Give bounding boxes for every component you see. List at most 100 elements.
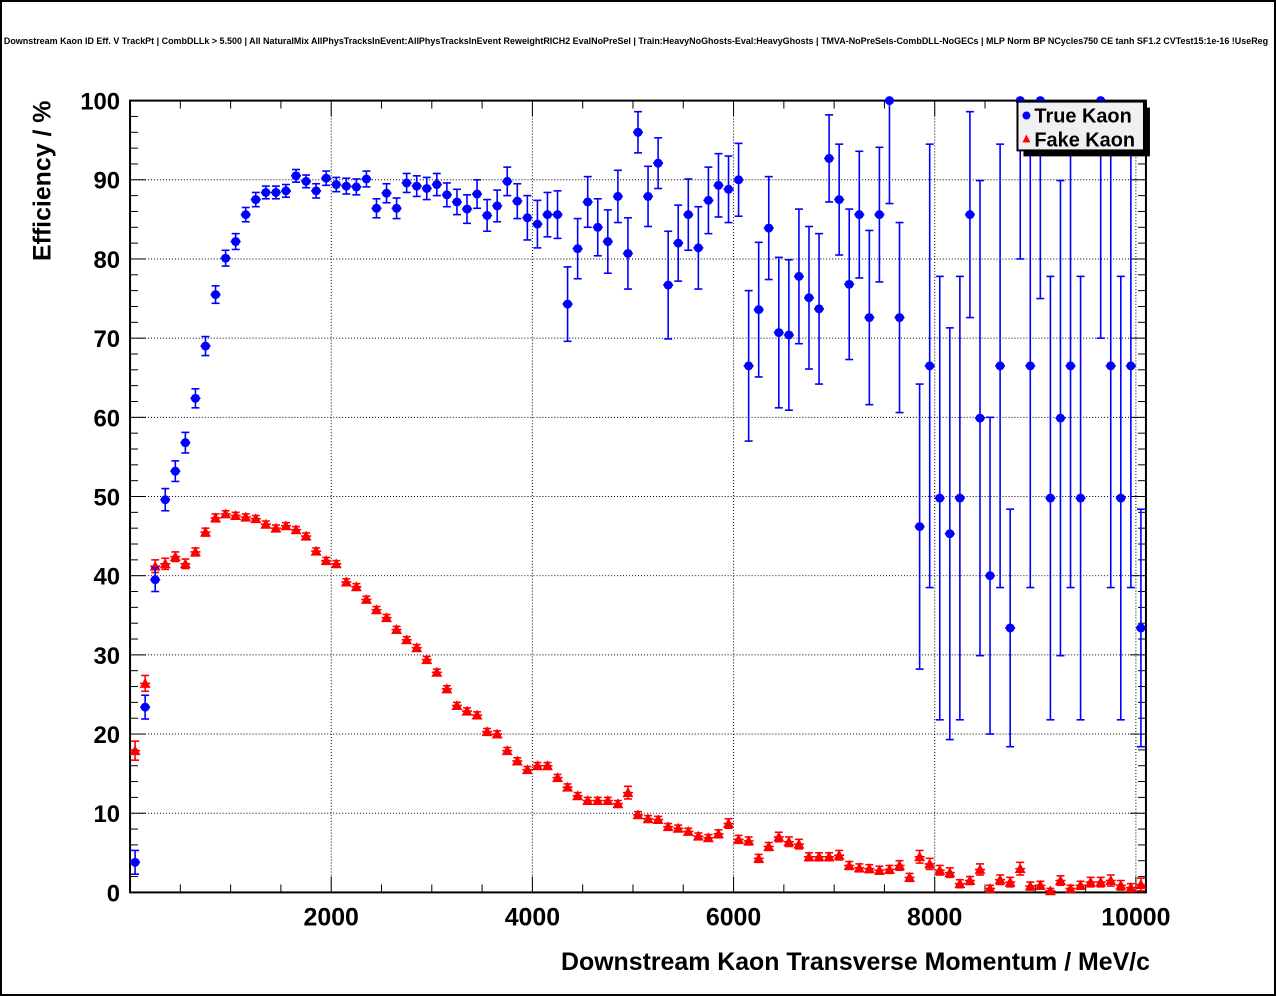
data-point-fake-kaon [431, 666, 443, 677]
data-point-true-kaon [502, 176, 512, 186]
data-point-fake-kaon [391, 624, 403, 635]
data-point-true-kaon [271, 187, 281, 197]
y-axis-title: Efficiency / % [28, 101, 56, 261]
data-point-fake-kaon [179, 558, 191, 569]
data-point-true-kaon [130, 857, 140, 867]
data-point-true-kaon [301, 176, 311, 186]
data-point-fake-kaon [1044, 885, 1056, 896]
series-fake-kaon [129, 508, 1147, 896]
data-point-true-kaon [442, 190, 452, 200]
data-point-fake-kaon [1105, 875, 1117, 886]
data-point-fake-kaon [411, 642, 423, 653]
data-point-fake-kaon [350, 581, 362, 592]
x-axis-title: Downstream Kaon Transverse Momentum / Me… [561, 948, 1150, 976]
data-point-fake-kaon [461, 705, 473, 716]
data-point-true-kaon [844, 279, 854, 289]
data-point-fake-kaon [310, 545, 322, 556]
data-point-true-kaon [351, 182, 361, 192]
data-point-true-kaon [834, 195, 844, 205]
data-point-true-kaon [824, 153, 834, 163]
data-point-true-kaon [1025, 361, 1035, 371]
data-point-true-kaon [613, 191, 623, 201]
data-point-fake-kaon [682, 825, 694, 836]
data-point-fake-kaon [1085, 876, 1097, 887]
y-tick-label: 40 [94, 564, 121, 591]
data-point-true-kaon [1126, 361, 1136, 371]
data-point-fake-kaon [189, 546, 201, 557]
data-point-true-kaon [311, 186, 321, 196]
y-tick-label: 30 [94, 643, 121, 670]
data-point-true-kaon [1045, 493, 1055, 503]
data-point-true-kaon [251, 195, 261, 205]
data-point-fake-kaon [602, 795, 614, 806]
data-point-fake-kaon [984, 882, 996, 893]
data-point-true-kaon [492, 201, 502, 211]
data-point-fake-kaon [562, 781, 574, 792]
data-point-true-kaon [703, 195, 713, 205]
data-point-true-kaon [392, 203, 402, 213]
data-point-true-kaon [864, 313, 874, 323]
data-point-true-kaon [472, 189, 482, 199]
legend-box [1016, 100, 1145, 152]
data-point-fake-kaon [401, 634, 413, 645]
data-point-fake-kaon [491, 728, 503, 739]
data-point-true-kaon [542, 210, 552, 220]
data-point-fake-kaon [451, 700, 463, 711]
data-point-true-kaon [744, 361, 754, 371]
data-point-true-kaon [201, 341, 210, 351]
data-point-fake-kaon [501, 745, 513, 756]
data-point-fake-kaon [793, 838, 805, 849]
y-tick-label: 0 [107, 880, 120, 907]
data-point-fake-kaon [531, 760, 543, 771]
data-point-true-kaon [764, 223, 774, 233]
data-point-true-kaon [794, 271, 804, 281]
data-point-fake-kaon [1065, 882, 1076, 893]
data-point-true-kaon [1076, 493, 1086, 503]
data-point-true-kaon [291, 171, 301, 181]
data-point-fake-kaon [612, 798, 624, 809]
data-point-fake-kaon [1054, 875, 1066, 886]
data-point-fake-kaon [833, 849, 845, 860]
data-point-fake-kaon [1004, 876, 1016, 887]
data-point-true-kaon [371, 203, 381, 213]
data-point-fake-kaon [220, 508, 232, 519]
y-tick-label: 90 [94, 168, 121, 195]
data-point-fake-kaon [300, 530, 312, 541]
data-point-fake-kaon [743, 835, 755, 846]
data-point-true-kaon [412, 181, 422, 191]
data-point-fake-kaon [340, 576, 352, 587]
data-point-fake-kaon [320, 555, 332, 566]
legend-label-fake-kaon: Fake Kaon [1034, 129, 1135, 151]
data-point-true-kaon [623, 248, 633, 258]
data-point-fake-kaon [823, 851, 835, 862]
grid-lines [130, 100, 1146, 893]
data-point-true-kaon [985, 571, 995, 581]
data-point-fake-kaon [592, 795, 604, 806]
y-tick-label: 60 [94, 405, 121, 432]
data-point-fake-kaon [552, 772, 564, 783]
data-point-true-kaon [784, 330, 794, 340]
data-point-fake-kaon [139, 677, 151, 688]
data-point-true-kaon [573, 244, 583, 254]
data-point-fake-kaon [803, 851, 815, 862]
data-point-true-kaon [281, 186, 291, 196]
data-point-fake-kaon [541, 760, 553, 771]
data-point-true-kaon [241, 210, 251, 220]
data-point-true-kaon [603, 237, 613, 247]
data-point-true-kaon [512, 196, 522, 206]
data-point-fake-kaon [200, 526, 211, 537]
legend: True Kaon Fake Kaon [1016, 100, 1150, 157]
data-point-true-kaon [452, 197, 462, 207]
data-point-true-kaon [382, 188, 392, 198]
data-point-fake-kaon [280, 520, 292, 531]
data-point-true-kaon [673, 238, 683, 248]
y-tick-label: 70 [94, 326, 121, 353]
data-point-true-kaon [643, 191, 653, 201]
data-point-true-kaon [341, 181, 351, 191]
data-point-true-kaon [170, 466, 180, 476]
data-point-fake-kaon [994, 874, 1006, 885]
x-tick-label: 4000 [505, 903, 560, 931]
data-point-fake-kaon [652, 814, 664, 825]
data-point-true-kaon [231, 237, 241, 247]
